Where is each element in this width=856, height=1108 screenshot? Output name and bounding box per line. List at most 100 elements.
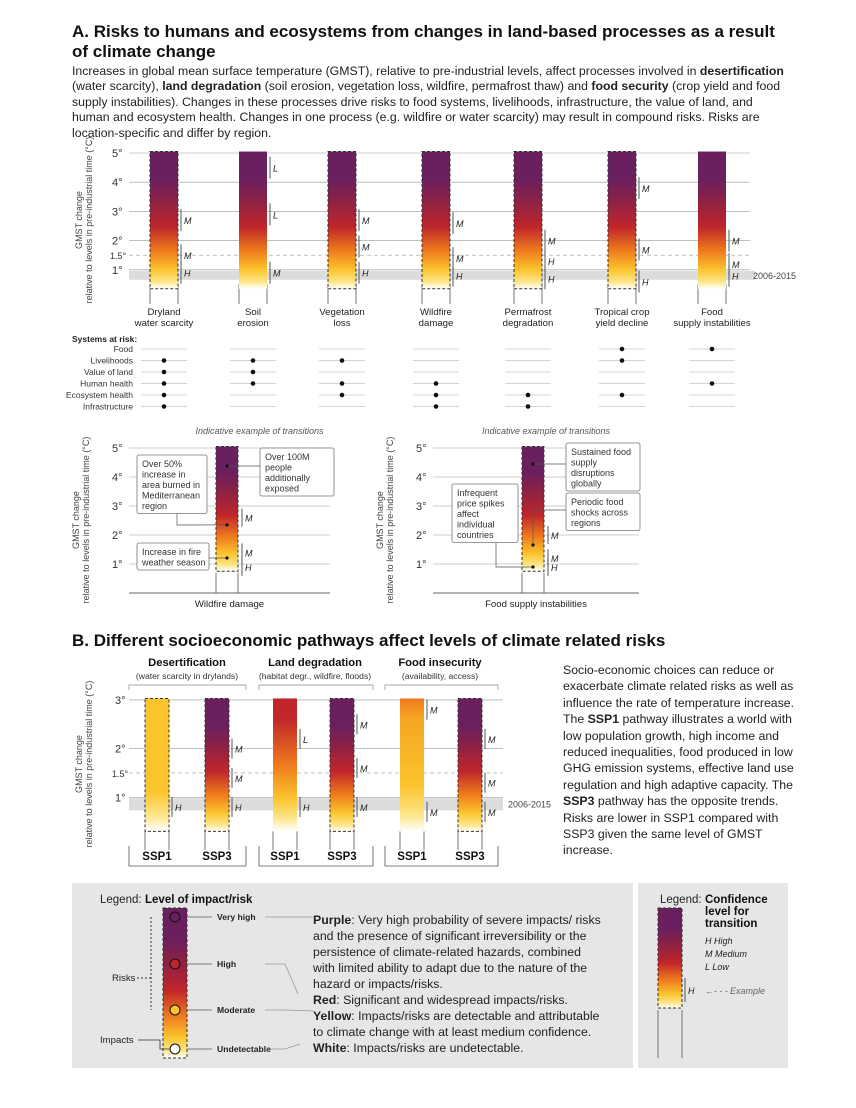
example-bar-1-confidence-1-letter: M (551, 554, 559, 564)
legend-description-2-part-1: : Impacts/risks are detectable and attri… (313, 1009, 600, 1039)
ssp-bar-5-confidence-0-letter: M (488, 808, 496, 818)
example-bar-1-confidence-2-letter: M (551, 531, 559, 541)
risk-bar-4-confidence-2-letter: M (548, 237, 556, 247)
group-title: Desertification (148, 657, 226, 669)
ssp-label: SSP3 (455, 851, 484, 863)
b-tick-label: 3° (115, 695, 126, 707)
legend-scale-outline (162, 907, 188, 1059)
legend-level-marker (169, 958, 181, 970)
legend-level-label: High (217, 959, 236, 969)
bar-label-line1: Food (701, 307, 723, 318)
example-bar-0-confidence-2-letter: M (245, 514, 253, 524)
systems-title: Systems at risk: (72, 334, 137, 344)
ssp-pair-bracket (384, 846, 499, 867)
callout-sustained-disruptions-text: globally (571, 479, 602, 489)
y-tick-label: 5° (112, 148, 123, 160)
intro-segment-2: (water scarcity), (72, 79, 163, 94)
callout-area-burned-text: region (142, 501, 167, 511)
callout-people-exposed-text: people (265, 463, 292, 473)
system-label: Human health (80, 379, 133, 389)
ssp-bar-1-confidence-0-letter: H (235, 803, 242, 813)
ssp-bar-0 (145, 698, 169, 832)
callout-area-burned-box (136, 454, 208, 514)
y-tick-label: 1° (112, 265, 123, 277)
legend-description-1-part-0: Red (313, 993, 337, 1007)
legend-connector (265, 963, 299, 995)
legend-description-3-part-1: : Impacts/risks are undetectable. (346, 1041, 524, 1055)
callout-area-burned-text: increase in (142, 470, 186, 480)
risk-bar-0-outline (149, 151, 179, 290)
callout-periodic-shocks-text: regions (571, 518, 601, 528)
group-bracket (128, 684, 247, 690)
system-dot (250, 369, 256, 375)
confidence-item: H High (705, 936, 733, 946)
callout-price-spikes-text: affect (457, 509, 479, 519)
example-bar-0-outline (215, 446, 239, 572)
callout-periodic-shocks-text: shocks across (571, 508, 629, 518)
ssp-bar-1-outline (204, 697, 230, 832)
section-b-title: B. Different socioeconomic pathways affe… (72, 631, 666, 650)
y-axis-title-line1: GMST change (74, 191, 84, 249)
callout-periodic-shocks-text: Periodic food (571, 497, 624, 507)
risk-bar-6 (698, 151, 726, 289)
confidence-scale-outline (657, 907, 683, 1009)
intro-segment-5: food security (591, 79, 669, 94)
legend-description-2: Yellow: Impacts/risks are detectable and… (313, 1008, 605, 1040)
bar-label-line2: loss (333, 318, 350, 329)
callout-sustained-disruptions-text: supply (571, 458, 598, 468)
system-label: Food (114, 344, 134, 354)
risk-bar-4 (514, 151, 542, 289)
legend-descriptions: Purple: Very high probability of severe … (313, 912, 605, 1056)
ssp-bar-3-confidence-2-letter: M (360, 720, 368, 730)
system-dot (525, 404, 531, 409)
example-bar-1 (522, 446, 544, 572)
confidence-legend-title: transition (705, 918, 757, 930)
system-dot (619, 358, 625, 363)
legend-description-1-part-1: : Significant and widespread impacts/ris… (336, 993, 568, 1007)
legend-risks-label: Risks (112, 973, 136, 984)
risk-bar-3-confidence-0-letter: H (456, 272, 463, 282)
legend-title-prefix: Legend: (100, 894, 142, 906)
confidence-legend-title: Confidence (705, 894, 768, 906)
risk-bar-5-confidence-0-letter: H (642, 277, 649, 287)
system-label: Livelihoods (90, 356, 133, 366)
example-y-axis-title-line2: relative to levels in pre-industrial tim… (81, 437, 91, 604)
system-label: Ecosystem health (66, 390, 133, 400)
b-y-axis-title-line2: relative to levels in pre-industrial tim… (84, 681, 94, 848)
bar-label-line1: Dryland (147, 307, 180, 318)
callout-area-burned-text: Over 50% (142, 459, 182, 469)
risk-bar-3-confidence-2-letter: M (456, 219, 464, 229)
ssp-description-segment-0: Socio-economic choices can reduce or exa… (563, 663, 795, 727)
band-label: 2006-2015 (753, 271, 796, 281)
system-dot (433, 404, 439, 409)
risk-bar-4-confidence-1-letter: H (548, 257, 555, 267)
legend-level-marker (169, 1043, 181, 1055)
risk-bar-0 (150, 151, 178, 289)
callout-sustained-disruptions-text: Sustained food (571, 447, 631, 457)
bar-label-line2: degradation (503, 318, 554, 329)
example-tick-label: 5° (112, 443, 123, 455)
section-a-title-line2: of climate change (72, 42, 216, 61)
callout-area-burned-text: Mediterranean (142, 491, 200, 501)
b-tick-label: 1° (115, 792, 126, 804)
callout-sustained-disruptions-box (565, 442, 641, 492)
ssp-bar-0-outline (144, 697, 170, 832)
ssp-description-segment-3: SSP3 (563, 794, 595, 809)
y-tick-label: 2° (112, 236, 123, 248)
system-dot (339, 381, 345, 386)
ssp-bar-4-confidence-0-letter: M (430, 808, 438, 818)
ssp-pair-bracket (128, 846, 247, 867)
transition-example-label: Indicative example of transitions (195, 426, 324, 436)
ssp-bar-2-confidence-1-letter: L (303, 735, 308, 745)
example-tick-label: 1° (416, 559, 427, 571)
ssp-bar-1-confidence-2-letter: M (235, 745, 243, 755)
ssp-label: SSP3 (327, 851, 356, 863)
system-dot (709, 381, 715, 386)
confidence-legend-title: level for (705, 906, 750, 918)
ssp-description: Socio-economic choices can reduce or exa… (563, 662, 795, 859)
ssp-bar-3-outline (329, 697, 355, 832)
risk-bar-5-outline (607, 151, 637, 290)
risk-bar-1-confidence-0-letter: M (273, 269, 281, 279)
example-tick-label: 3° (112, 501, 123, 513)
